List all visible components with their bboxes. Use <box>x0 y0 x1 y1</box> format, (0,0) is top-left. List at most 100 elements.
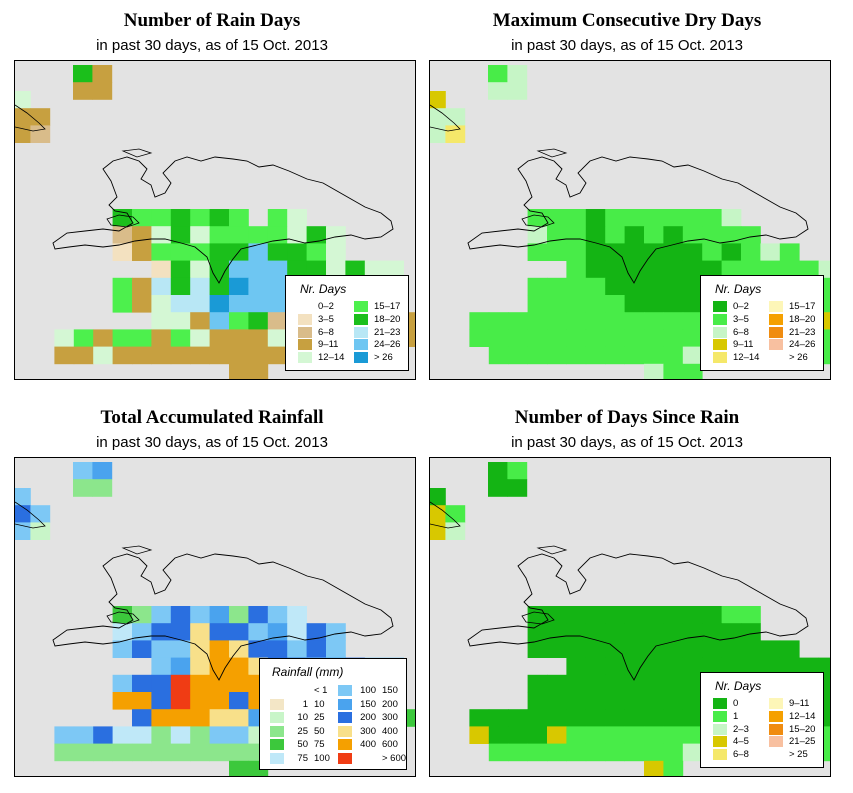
grid-cell <box>507 462 528 480</box>
grid-cell <box>527 295 548 313</box>
grid-cell <box>229 346 249 365</box>
grid-cell <box>818 329 830 347</box>
grid-cell <box>682 277 703 296</box>
grid-cell <box>605 243 625 261</box>
grid-cell <box>112 295 133 313</box>
grid-cell <box>527 726 548 744</box>
grid-cell <box>190 277 210 296</box>
legend-label: > 25 <box>789 749 808 761</box>
grid-cell <box>566 692 587 710</box>
grid-cell <box>624 329 645 347</box>
grid-cell <box>190 674 210 693</box>
grid-cell <box>624 277 645 296</box>
legend-swatch <box>713 749 727 761</box>
grid-cell <box>488 743 509 762</box>
legend-label-high: 600 <box>382 739 398 750</box>
legend: Rainfall (mm) < 1 1 10 10 25 25 50 50 75 75 100 100… <box>259 658 407 770</box>
grid-cell <box>54 346 75 365</box>
grid-cell <box>663 312 684 330</box>
grid-cell <box>527 243 548 261</box>
grid-cell <box>132 277 152 296</box>
grid-cell <box>624 606 645 624</box>
grid-cell <box>799 657 819 676</box>
grid-cell <box>566 209 587 227</box>
legend-label: 21–23 <box>374 326 401 338</box>
grid-cell <box>93 329 113 347</box>
legend-swatch <box>354 326 368 338</box>
grid-cell <box>818 277 830 296</box>
legend-label-low: 1 <box>302 698 308 710</box>
grid-cell <box>527 743 548 762</box>
legend-swatch <box>298 326 312 338</box>
grid-cell <box>170 709 191 727</box>
grid-cell <box>585 726 606 744</box>
legend-swatch <box>354 301 368 312</box>
legend-label-low: 75 <box>297 752 308 764</box>
grid-cell <box>267 243 288 261</box>
grid-cell <box>345 260 366 279</box>
legend-swatch <box>713 339 727 351</box>
legend-label-high: 400 <box>382 725 398 737</box>
grid-cell <box>93 743 113 762</box>
grid-cell <box>151 209 172 227</box>
grid-cell <box>644 226 664 244</box>
grid-cell <box>190 312 210 330</box>
legend-label: 0 <box>733 698 739 709</box>
legend-swatch <box>713 301 727 312</box>
grid-cell <box>151 606 172 624</box>
island-outline <box>106 611 140 625</box>
legend-label: > 26 <box>374 352 393 364</box>
island-outline <box>467 156 809 284</box>
legend-swatch <box>713 352 727 364</box>
grid-cell <box>73 726 94 744</box>
grid-cell <box>151 243 172 261</box>
panel-subtitle: in past 30 days, as of 15 Oct. 2013 <box>511 37 743 54</box>
grid-cell <box>818 312 830 330</box>
island-outline <box>106 214 140 228</box>
grid-cell <box>663 295 684 313</box>
grid-cell <box>644 346 664 365</box>
grid-cell <box>170 295 191 313</box>
legend-label-high: 300 <box>382 712 398 723</box>
grid-cell <box>547 674 567 693</box>
legend-swatch <box>298 339 312 351</box>
grid-cell <box>287 606 307 624</box>
grid-cell <box>527 692 548 710</box>
grid-cell <box>605 226 625 244</box>
grid-cell <box>54 726 75 744</box>
grid-cell <box>248 277 269 296</box>
grid-cell <box>445 108 466 126</box>
legend-label: 24–26 <box>374 339 401 351</box>
legend-label: 15–20 <box>789 723 816 735</box>
grid-cell <box>132 726 152 744</box>
grid-cell <box>663 363 684 379</box>
grid-cell <box>741 606 761 624</box>
legend-label: 12–14 <box>733 352 760 364</box>
legend-swatch <box>769 326 783 338</box>
grid-cell <box>508 709 528 727</box>
grid-cell <box>644 329 664 347</box>
grid-cell <box>644 657 664 676</box>
grid-cell <box>488 709 509 727</box>
grid-cell <box>566 709 587 727</box>
legend-label: 6–8 <box>318 326 334 338</box>
grid-cell <box>760 640 781 658</box>
grid-cell <box>248 640 269 658</box>
grid-cell <box>190 329 210 347</box>
grid-cell <box>663 760 684 776</box>
grid-cell <box>151 226 172 244</box>
grid-cell <box>30 108 51 126</box>
grid-cell <box>30 522 51 540</box>
grid-cell <box>721 657 742 676</box>
grid-cell <box>229 295 249 313</box>
grid-cell <box>170 277 191 296</box>
grid-cell <box>170 243 191 261</box>
grid-cell <box>721 226 742 244</box>
legend-label: 9–11 <box>733 339 754 351</box>
grid-cell <box>547 726 567 744</box>
legend-label: > 26 <box>789 352 808 364</box>
grid-cell <box>585 606 606 624</box>
grid-cell <box>566 623 587 641</box>
legend-label-high: 10 <box>314 698 325 710</box>
grid-cell <box>818 346 830 365</box>
